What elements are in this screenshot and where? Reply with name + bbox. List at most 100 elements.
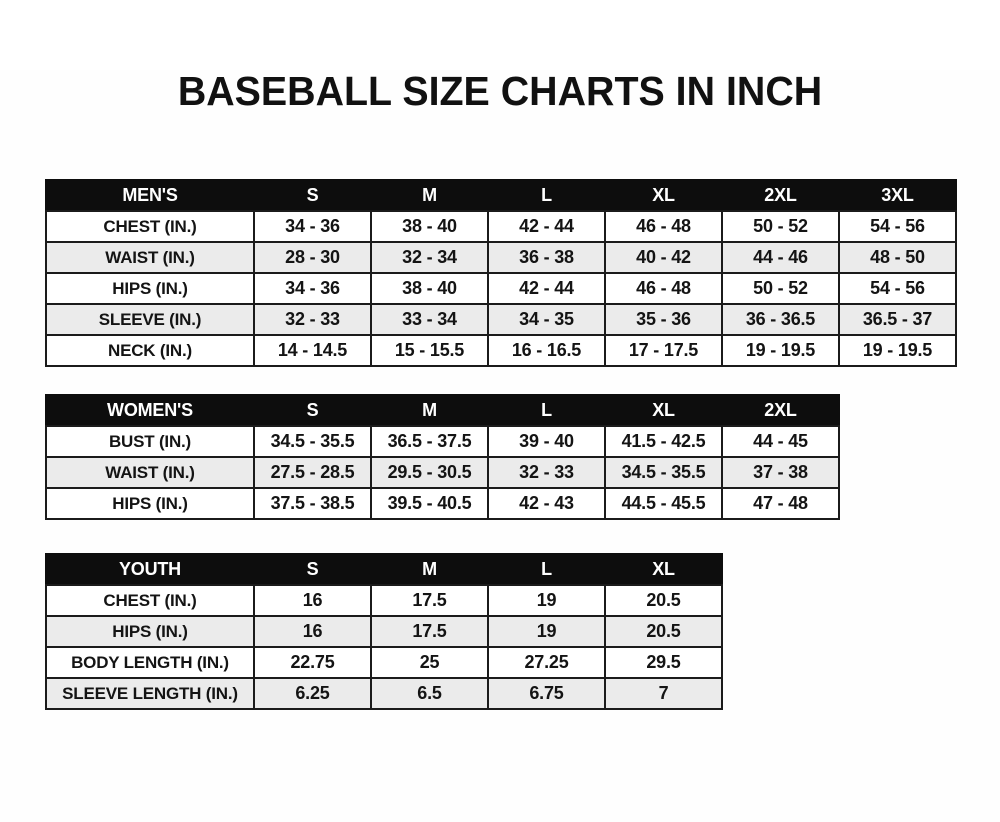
table-row: CHEST (IN.) 34 - 36 38 - 40 42 - 44 46 - 48 5… [45, 210, 957, 244]
column-header-m: M [370, 179, 489, 213]
size-cell: 36 - 36.5 [721, 303, 840, 337]
size-cell: 6.75 [487, 677, 606, 711]
table-row: BUST (IN.) 34.5 - 35.5 36.5 - 37.5 39 - 40 4… [45, 425, 840, 459]
size-cell: 20.5 [604, 615, 723, 649]
size-cell: 33 - 34 [370, 303, 489, 337]
size-cell: 7 [604, 677, 723, 711]
size-cell: 16 [253, 615, 372, 649]
mens-header-row: MEN'S S M L XL 2XL 3XL [45, 179, 957, 213]
youth-header-row: YOUTH S M L XL [45, 553, 723, 587]
size-cell: 35 - 36 [604, 303, 723, 337]
mens-table-title: MEN'S [45, 179, 255, 213]
size-cell: 47 - 48 [721, 487, 840, 521]
table-row: HIPS (IN.) 34 - 36 38 - 40 42 - 44 46 - 48 50… [45, 272, 957, 306]
size-cell: 19 - 19.5 [838, 334, 957, 368]
size-cell: 36.5 - 37.5 [370, 425, 489, 459]
size-cell: 54 - 56 [838, 272, 957, 306]
row-label: HIPS (IN.) [45, 487, 255, 521]
row-label: HIPS (IN.) [45, 272, 255, 306]
size-cell: 17 - 17.5 [604, 334, 723, 368]
row-label: WAIST (IN.) [45, 456, 255, 490]
size-cell: 20.5 [604, 584, 723, 618]
womens-size-table: WOMEN'S S M L XL 2XL BUST (IN.) 34.5 - 35.5 36.5… [45, 394, 840, 521]
size-cell: 27.5 - 28.5 [253, 456, 372, 490]
column-header-s: S [253, 179, 372, 213]
size-cell: 39 - 40 [487, 425, 606, 459]
size-cell: 42 - 44 [487, 272, 606, 306]
size-cell: 44 - 45 [721, 425, 840, 459]
table-row: WAIST (IN.) 27.5 - 28.5 29.5 - 30.5 32 - 33… [45, 456, 840, 490]
size-cell: 29.5 - 30.5 [370, 456, 489, 490]
column-header-l: L [487, 553, 606, 587]
column-header-xl: XL [604, 553, 723, 587]
size-cell: 54 - 56 [838, 210, 957, 244]
row-label: SLEEVE LENGTH (IN.) [45, 677, 255, 711]
womens-header-row: WOMEN'S S M L XL 2XL [45, 394, 840, 428]
column-header-s: S [253, 394, 372, 428]
row-label: BUST (IN.) [45, 425, 255, 459]
row-label: CHEST (IN.) [45, 210, 255, 244]
size-tables: MEN'S S M L XL 2XL 3XL CHEST (IN.) 34 - 36 38 - 4… [45, 179, 1000, 711]
size-cell: 34 - 36 [253, 210, 372, 244]
size-cell: 44 - 46 [721, 241, 840, 275]
page-title: BASEBALL SIZE CHARTS IN INCH [177, 68, 823, 114]
size-cell: 19 [487, 584, 606, 618]
size-cell: 36.5 - 37 [838, 303, 957, 337]
column-header-s: S [253, 553, 372, 587]
table-row: NECK (IN.) 14 - 14.5 15 - 15.5 16 - 16.5 17 … [45, 334, 957, 368]
size-cell: 34.5 - 35.5 [253, 425, 372, 459]
size-cell: 29.5 [604, 646, 723, 680]
column-header-xl: XL [604, 394, 723, 428]
youth-size-table: YOUTH S M L XL CHEST (IN.) 16 17.5 19 20.5 HIPS (I… [45, 553, 723, 711]
youth-size-table-section: YOUTH S M L XL CHEST (IN.) 16 17.5 19 20.5 HIPS (I… [45, 553, 1000, 711]
youth-table-title: YOUTH [45, 553, 255, 587]
row-label: WAIST (IN.) [45, 241, 255, 275]
column-header-2xl: 2XL [721, 179, 840, 213]
size-cell: 6.25 [253, 677, 372, 711]
size-cell: 41.5 - 42.5 [604, 425, 723, 459]
size-cell: 38 - 40 [370, 210, 489, 244]
size-cell: 27.25 [487, 646, 606, 680]
size-cell: 17.5 [370, 584, 489, 618]
size-cell: 22.75 [253, 646, 372, 680]
column-header-xl: XL [604, 179, 723, 213]
size-cell: 48 - 50 [838, 241, 957, 275]
size-cell: 44.5 - 45.5 [604, 487, 723, 521]
table-row: CHEST (IN.) 16 17.5 19 20.5 [45, 584, 723, 618]
table-row: SLEEVE (IN.) 32 - 33 33 - 34 34 - 35 35 - 36… [45, 303, 957, 337]
size-cell: 32 - 34 [370, 241, 489, 275]
column-header-l: L [487, 179, 606, 213]
size-cell: 37.5 - 38.5 [253, 487, 372, 521]
size-cell: 34 - 35 [487, 303, 606, 337]
size-cell: 46 - 48 [604, 272, 723, 306]
size-chart-page: BASEBALL SIZE CHARTS IN INCH MEN'S S M L XL 2… [0, 68, 1000, 822]
size-cell: 50 - 52 [721, 272, 840, 306]
row-label: CHEST (IN.) [45, 584, 255, 618]
size-cell: 19 [487, 615, 606, 649]
column-header-m: M [370, 553, 489, 587]
size-cell: 42 - 43 [487, 487, 606, 521]
size-cell: 14 - 14.5 [253, 334, 372, 368]
size-cell: 36 - 38 [487, 241, 606, 275]
column-header-l: L [487, 394, 606, 428]
size-cell: 15 - 15.5 [370, 334, 489, 368]
size-cell: 16 - 16.5 [487, 334, 606, 368]
size-cell: 32 - 33 [487, 456, 606, 490]
row-label: NECK (IN.) [45, 334, 255, 368]
size-cell: 34 - 36 [253, 272, 372, 306]
mens-size-table: MEN'S S M L XL 2XL 3XL CHEST (IN.) 34 - 36 38 - 4… [45, 179, 957, 368]
size-cell: 50 - 52 [721, 210, 840, 244]
size-cell: 37 - 38 [721, 456, 840, 490]
size-cell: 39.5 - 40.5 [370, 487, 489, 521]
row-label: SLEEVE (IN.) [45, 303, 255, 337]
row-label: HIPS (IN.) [45, 615, 255, 649]
size-cell: 25 [370, 646, 489, 680]
size-cell: 34.5 - 35.5 [604, 456, 723, 490]
womens-size-table-section: WOMEN'S S M L XL 2XL BUST (IN.) 34.5 - 35.5 36.5… [45, 394, 1000, 521]
size-cell: 38 - 40 [370, 272, 489, 306]
table-row: WAIST (IN.) 28 - 30 32 - 34 36 - 38 40 - 42 4… [45, 241, 957, 275]
size-cell: 32 - 33 [253, 303, 372, 337]
column-header-2xl: 2XL [721, 394, 840, 428]
table-row: SLEEVE LENGTH (IN.) 6.25 6.5 6.75 7 [45, 677, 723, 711]
size-cell: 16 [253, 584, 372, 618]
